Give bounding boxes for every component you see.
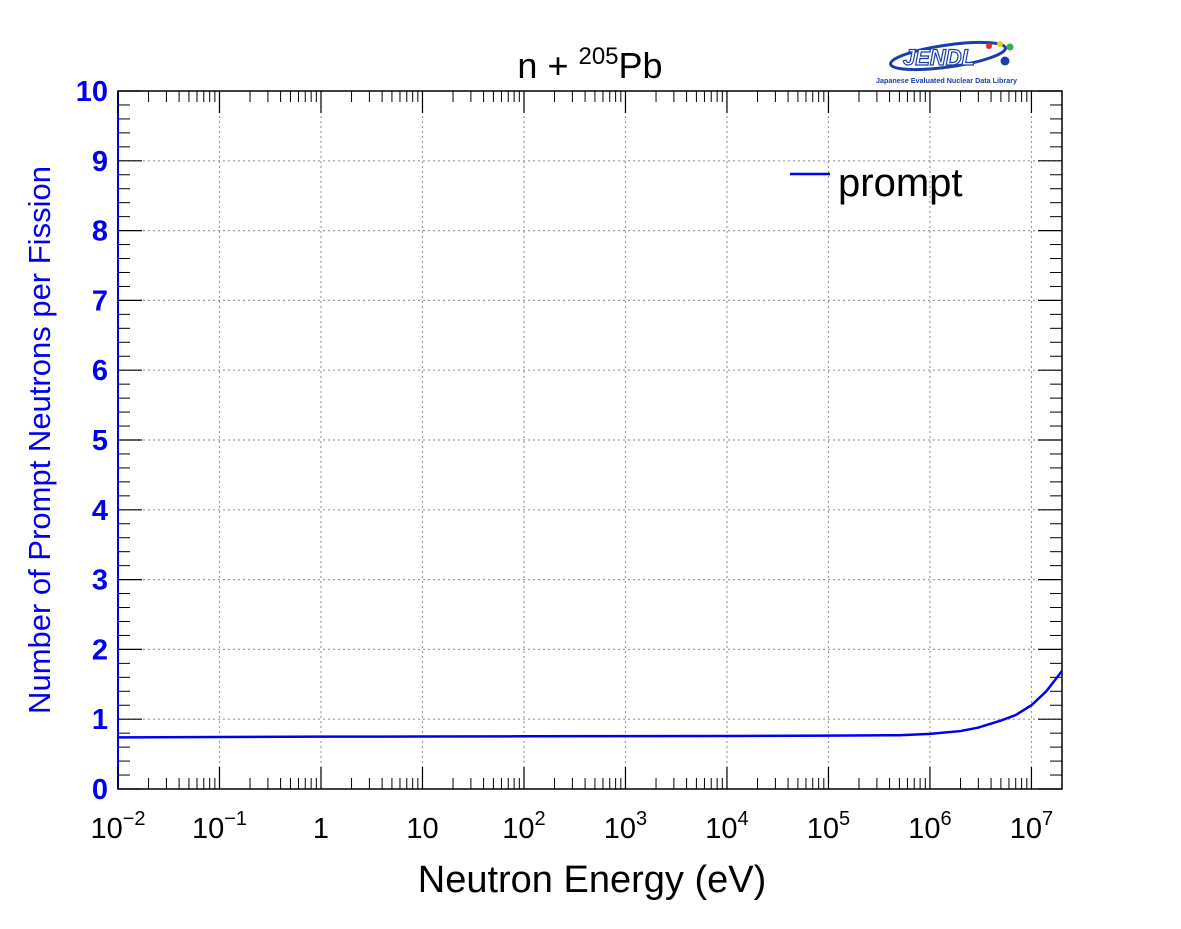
x-tick-label-8: 106 [908, 808, 951, 845]
x-tick-label-exp-5: 3 [636, 808, 647, 830]
y-tick-label-3: 3 [92, 565, 108, 597]
logo-word: JENDL [903, 45, 975, 70]
x-tick-label-base-4: 10 [502, 813, 534, 845]
chart-title-element: Pb [619, 45, 663, 86]
x-axis-title: Neutron Energy (eV) [418, 859, 767, 901]
jendl-logo: JENDL Japanese Evaluated Nuclear Data Li… [876, 40, 1017, 85]
x-tick-label-base-1: 10 [192, 813, 224, 845]
y-tick-label-6: 6 [92, 355, 108, 387]
y-tick-label-5: 5 [92, 425, 108, 457]
chart-title: n + 205Pb [517, 43, 662, 86]
legend: prompt [790, 161, 963, 205]
logo-dot-blue [1000, 56, 1010, 66]
x-tick-label-base-2: 1 [313, 813, 329, 845]
x-tick-label-exp-8: 6 [941, 808, 952, 830]
y-axis-title: Number of Prompt Neutrons per Fission [22, 166, 57, 714]
x-tick-label-exp-9: 7 [1042, 808, 1053, 830]
x-tick-label-7: 105 [807, 808, 850, 845]
logo-subtitle: Japanese Evaluated Nuclear Data Library [876, 76, 1017, 85]
x-axis-ticks: 10−2 10−1 1 10 102 103 104 105 106 107 [90, 91, 1053, 845]
x-tick-label-0: 10−2 [90, 808, 145, 845]
x-tick-label-1: 10−1 [192, 808, 247, 845]
x-tick-label-base-9: 10 [1010, 813, 1042, 845]
grid-lines [118, 91, 1062, 789]
x-tick-label-base-3: 10 [406, 813, 438, 845]
y-tick-label-1: 1 [92, 704, 108, 736]
y-axis-ticks: 0 1 2 3 4 5 6 7 8 9 10 [76, 76, 1062, 806]
logo-dot-yellow [997, 41, 1003, 47]
logo-dot-green [1006, 43, 1014, 51]
x-tick-label-exp-6: 4 [738, 808, 749, 830]
y-tick-label-9: 9 [92, 146, 108, 178]
chart-title-base: n + [517, 45, 578, 86]
y-tick-label-0: 0 [92, 774, 108, 806]
legend-label-prompt: prompt [838, 161, 963, 205]
x-tick-label-base-5: 10 [604, 813, 636, 845]
x-tick-label-exp-4: 2 [535, 808, 546, 830]
chart-title-superscript: 205 [578, 43, 618, 70]
x-tick-label-9: 107 [1010, 808, 1053, 845]
y-tick-label-10: 10 [76, 76, 108, 108]
x-tick-label-2: 1 [313, 813, 329, 845]
y-tick-label-4: 4 [92, 495, 108, 527]
x-tick-label-base-6: 10 [705, 813, 737, 845]
x-tick-label-base-8: 10 [908, 813, 940, 845]
x-tick-label-3: 10 [406, 813, 438, 845]
x-tick-label-exp-1: −1 [224, 808, 247, 830]
axis-minor-ticks [118, 91, 1062, 789]
x-tick-label-4: 102 [502, 808, 545, 845]
y-tick-label-2: 2 [92, 634, 108, 666]
x-tick-label-base-0: 10 [90, 813, 122, 845]
x-tick-label-exp-0: −2 [123, 808, 146, 830]
series-line-prompt [117, 670, 1063, 739]
x-tick-label-5: 103 [604, 808, 647, 845]
y-tick-label-8: 8 [92, 216, 108, 248]
x-tick-label-exp-7: 5 [839, 808, 850, 830]
logo-dot-red [986, 43, 992, 49]
logo-swoosh [889, 40, 1007, 72]
y-tick-label-7: 7 [92, 285, 108, 317]
x-tick-label-6: 104 [705, 808, 748, 845]
x-tick-label-base-7: 10 [807, 813, 839, 845]
